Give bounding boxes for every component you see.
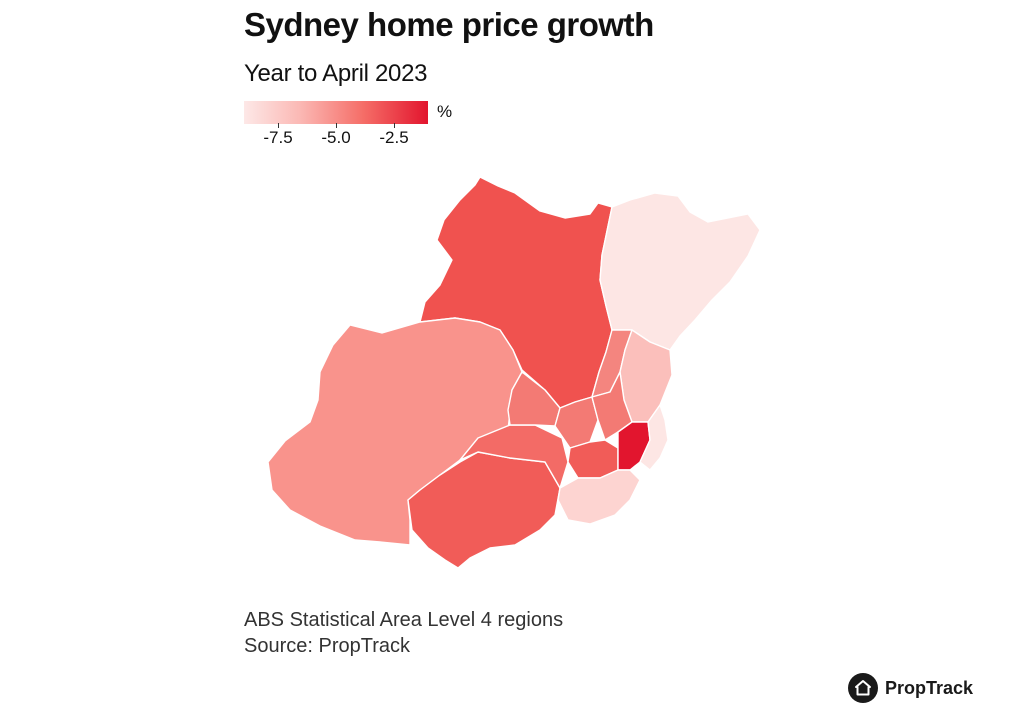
legend-tick-mark <box>278 123 279 128</box>
map-region-blacktown[interactable] <box>554 396 599 449</box>
map-region-inner-south-west[interactable] <box>567 439 619 479</box>
legend-tick-label: -7.5 <box>263 128 293 147</box>
map-region-northern-beaches[interactable] <box>599 192 761 351</box>
legend-unit: % <box>437 102 453 121</box>
footnote: ABS Statistical Area Level 4 regions Sou… <box>244 607 563 659</box>
color-legend: % -7.5 -5.0 -2.5 <box>244 101 474 151</box>
legend-tick-label: -5.0 <box>321 128 351 147</box>
map-region-sutherland[interactable] <box>557 469 641 525</box>
legend-tick-label: -2.5 <box>379 128 409 147</box>
house-icon <box>848 673 878 703</box>
footnote-source: Source: PropTrack <box>244 635 410 657</box>
legend-tick-mark <box>336 123 337 128</box>
footnote-regions-note: ABS Statistical Area Level 4 regions <box>244 609 564 631</box>
brand-name: PropTrack <box>885 677 974 698</box>
proptrack-logo: PropTrack <box>848 672 973 704</box>
legend-tick-mark <box>394 123 395 128</box>
page-subtitle: Year to April 2023 <box>244 60 428 87</box>
sydney-sa4-choropleth-map <box>267 176 761 569</box>
map-region-eastern-suburbs[interactable] <box>639 404 669 471</box>
legend-color-bar <box>244 101 428 124</box>
page-title: Sydney home price growth <box>244 6 654 43</box>
